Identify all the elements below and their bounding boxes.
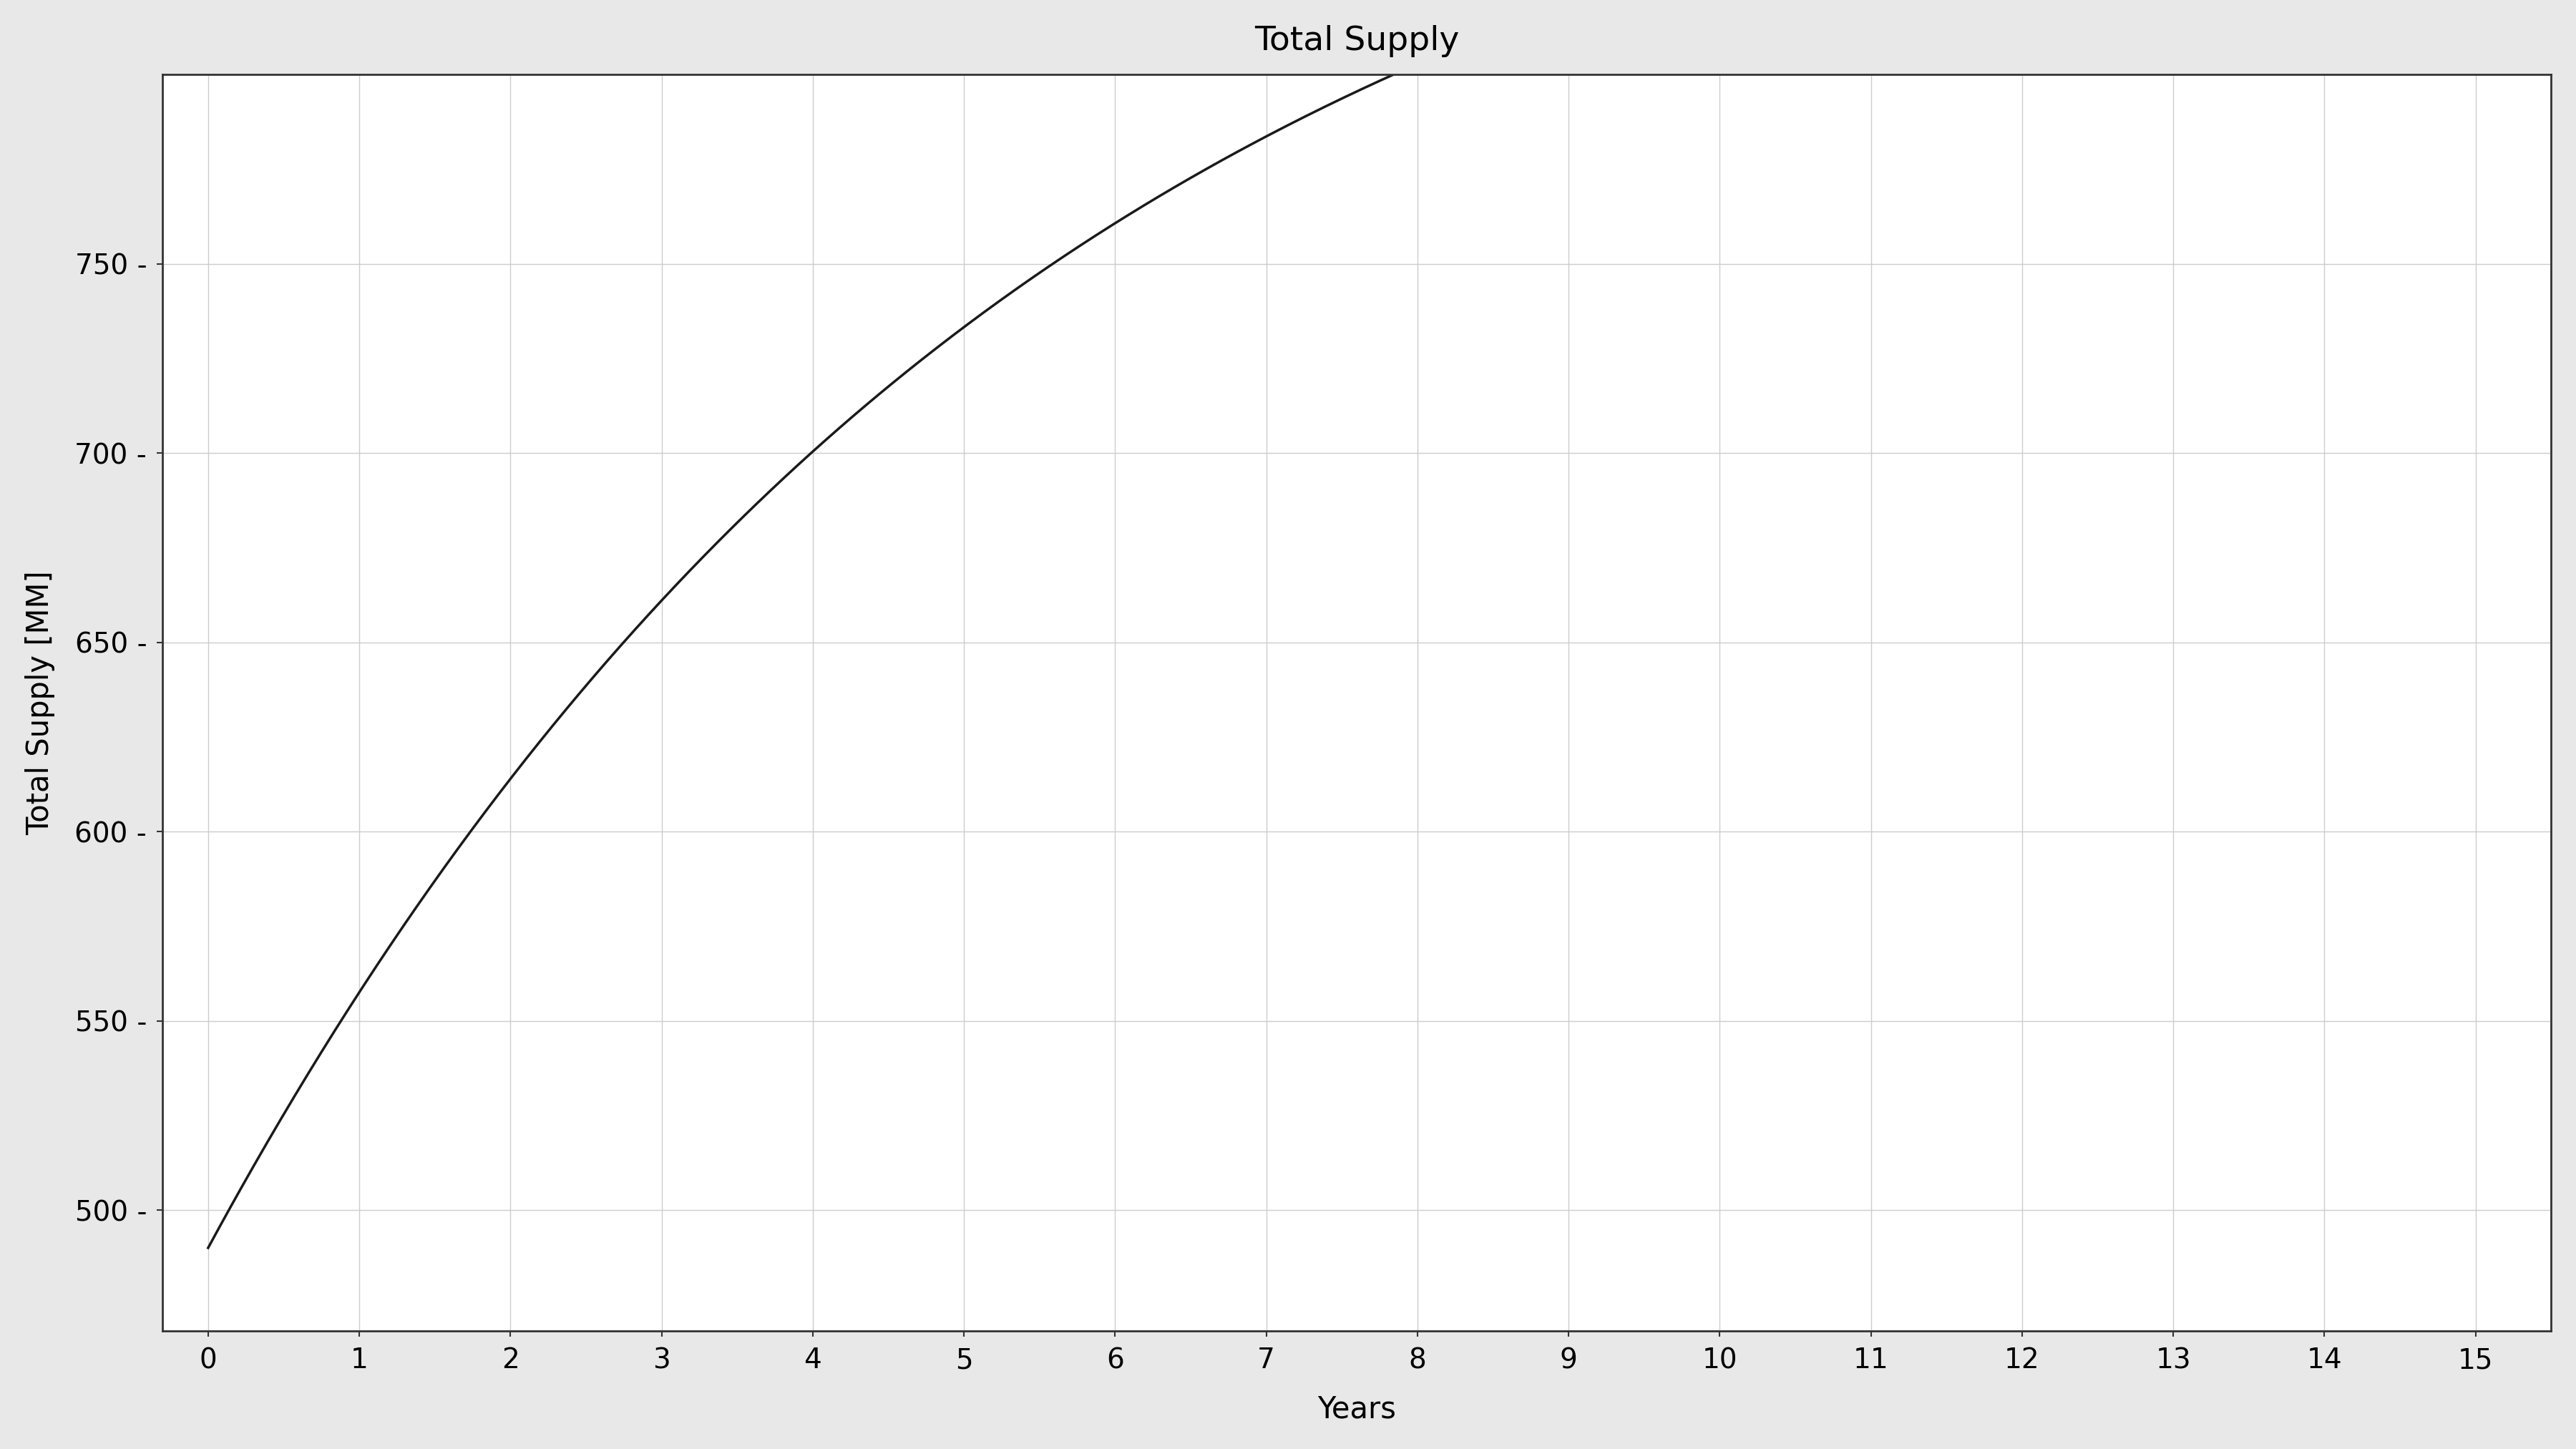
Y-axis label: Total Supply [MM]: Total Supply [MM] [26, 571, 54, 835]
Title: Total Supply: Total Supply [1255, 25, 1461, 57]
X-axis label: Years: Years [1319, 1394, 1396, 1424]
